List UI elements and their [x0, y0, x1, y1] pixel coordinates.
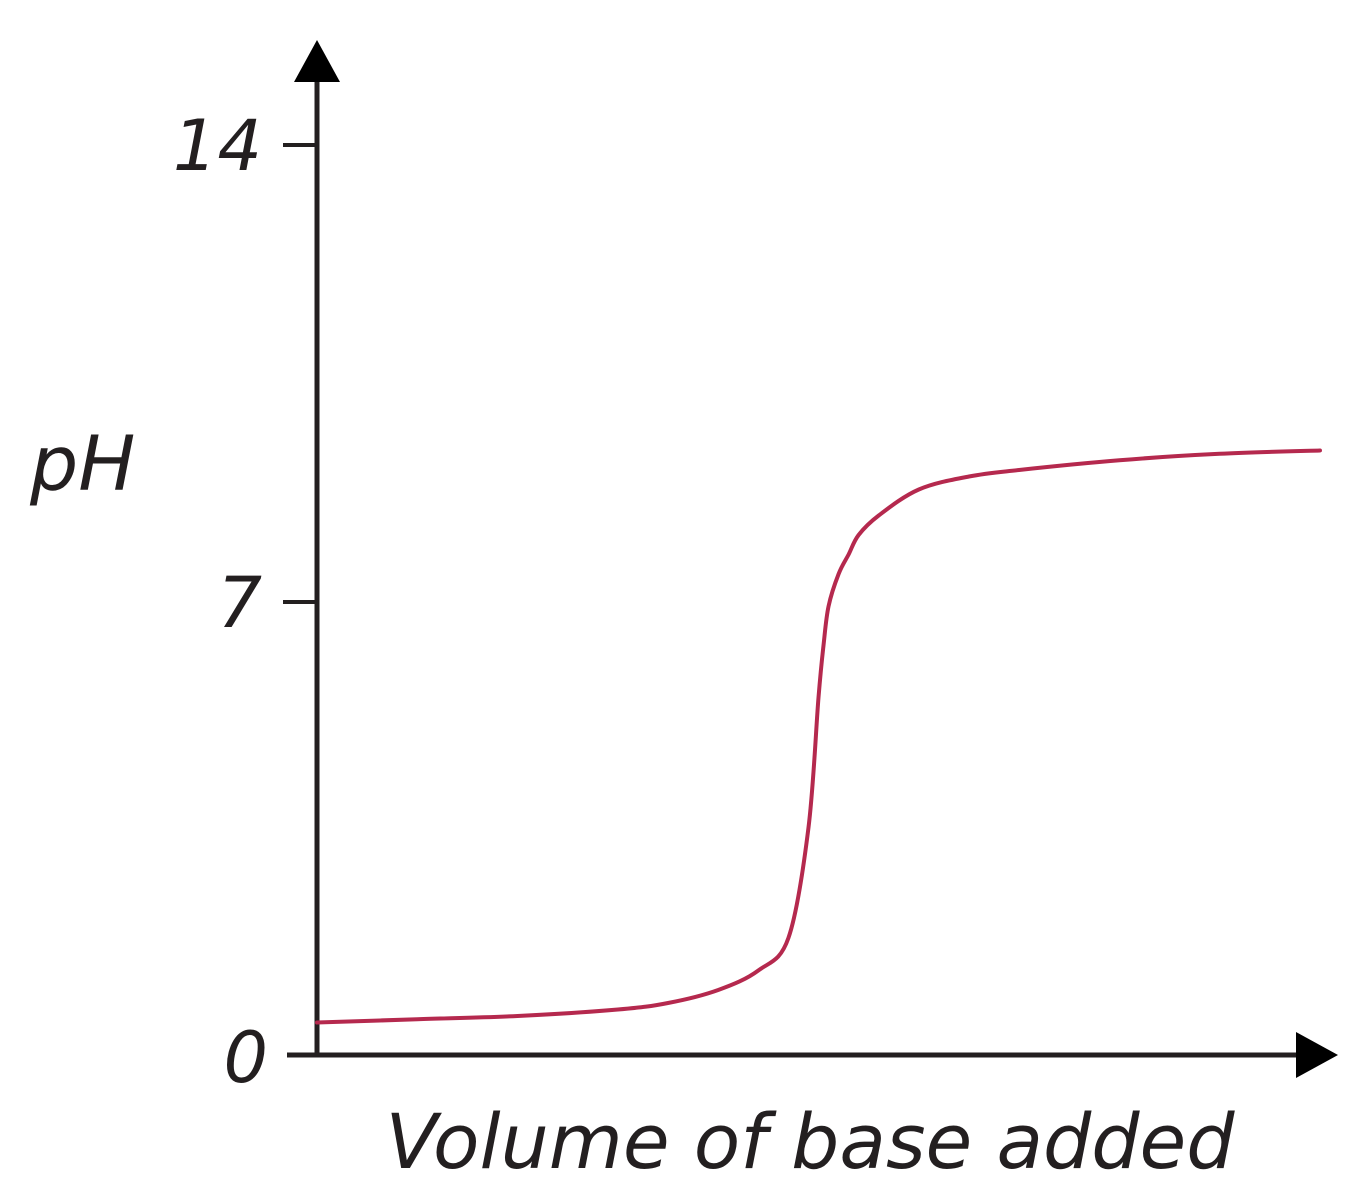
- y-ticks: 14 7 0: [173, 105, 317, 1099]
- y-axis-label: pH: [29, 419, 135, 508]
- series-layer: [315, 448, 1322, 1025]
- y-axis-arrow-icon: [294, 40, 340, 82]
- y-tick-label-7: 7: [217, 562, 262, 644]
- series-line-0: [315, 448, 1322, 1025]
- y-tick-label-0: 0: [223, 1017, 268, 1099]
- y-tick-label-14: 14: [173, 105, 262, 187]
- x-axis-label: Volume of base added: [385, 1097, 1235, 1186]
- x-axis-arrow-icon: [1296, 1032, 1338, 1078]
